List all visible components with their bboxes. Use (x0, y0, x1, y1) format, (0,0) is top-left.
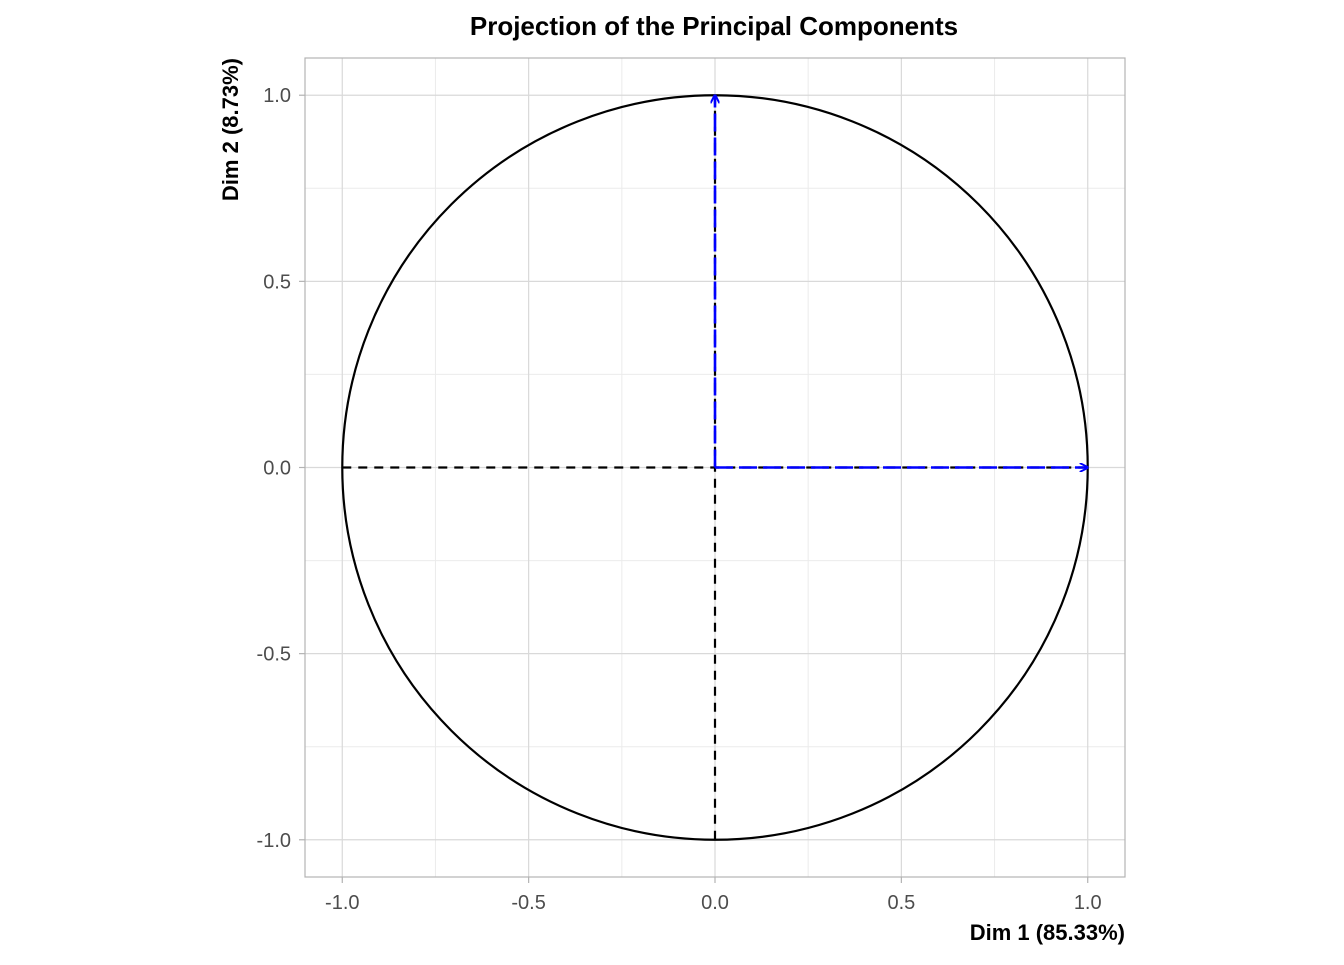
chart-title: Projection of the Principal Components (470, 11, 958, 41)
y-axis-ticks: -1.0 -0.5 0.0 0.5 1.0 (257, 85, 305, 852)
x-axis-title: Dim 1 (85.33%) (970, 920, 1125, 945)
y-tick-label: 1.0 (263, 85, 291, 107)
y-axis-title: Dim 2 (8.73%) (218, 58, 243, 201)
chart-marks (341, 94, 1089, 841)
y-tick-label: -1.0 (257, 830, 291, 852)
x-tick-label: -1.0 (325, 892, 359, 914)
y-tick-label: 0.0 (263, 458, 291, 480)
x-axis-ticks: -1.0 -0.5 0.0 0.5 1.0 (325, 877, 1102, 914)
x-tick-label: 1.0 (1074, 892, 1102, 914)
y-tick-label: 0.5 (263, 271, 291, 293)
x-tick-label: -0.5 (511, 892, 545, 914)
x-tick-label: 0.5 (887, 892, 915, 914)
x-tick-label: 0.0 (701, 892, 729, 914)
y-tick-label: -0.5 (257, 644, 291, 666)
